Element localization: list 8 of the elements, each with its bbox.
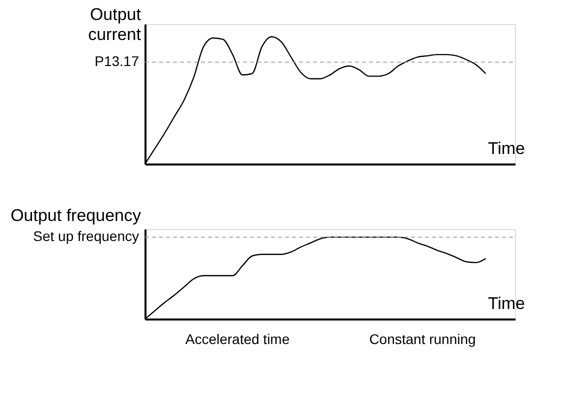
ref-line-label: P13.17: [94, 53, 140, 70]
x-axis-title: Time: [488, 294, 525, 313]
text: Constant running: [369, 331, 476, 347]
ref-line-label: Set up frequency: [33, 228, 139, 244]
y-axis-title: Output current: [88, 5, 142, 44]
x-axis-title: Time: [488, 139, 525, 158]
text: Accelerated time: [185, 331, 290, 347]
y-axis-title: Output frequency: [10, 206, 142, 225]
